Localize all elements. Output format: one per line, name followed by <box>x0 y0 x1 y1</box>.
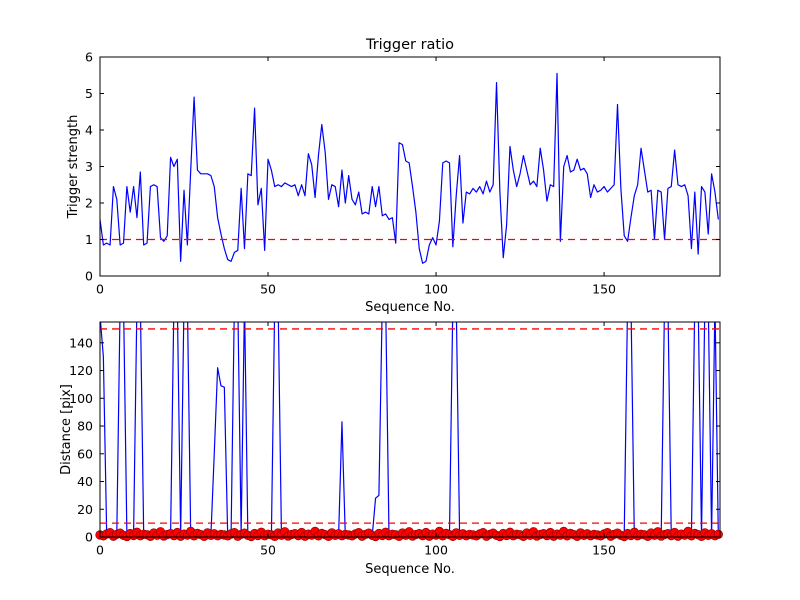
y-tick-label: 100 <box>69 391 93 406</box>
x-tick-label: 100 <box>424 543 448 558</box>
data-line-group <box>100 322 719 537</box>
x-tick-label: 0 <box>96 282 104 297</box>
data-line <box>100 72 719 264</box>
y-tick-label: 1 <box>85 232 93 247</box>
y-tick-label: 0 <box>85 269 93 284</box>
y-tick-label: 60 <box>77 446 93 461</box>
x-tick-label: 0 <box>96 543 104 558</box>
top-yaxis-label: Trigger strength <box>66 115 81 220</box>
bottom-yaxis-label: Distance [pix] <box>59 384 74 475</box>
y-tick-label: 80 <box>77 419 93 434</box>
y-tick-label: 120 <box>69 363 93 378</box>
top-xaxis-label: Sequence No. <box>365 300 455 315</box>
top-axes: 0 50 100 150 0 1 2 3 4 5 6 <box>85 50 721 297</box>
x-tick-label: 50 <box>260 282 276 297</box>
y-tick-label: 2 <box>85 196 93 211</box>
y-tick-label: 40 <box>77 474 93 489</box>
data-line <box>100 322 719 537</box>
y-tick-label: 6 <box>85 50 93 65</box>
y-tick-label: 20 <box>77 502 93 517</box>
bottom-xaxis-label: Sequence No. <box>365 562 455 577</box>
y-tick-label: 140 <box>69 335 93 350</box>
axes-frame <box>99 321 721 538</box>
x-tick-label: 150 <box>592 543 616 558</box>
scatter-group <box>95 526 723 542</box>
x-tick-label: 150 <box>592 282 616 297</box>
y-tick-label: 4 <box>85 123 93 138</box>
y-tick-label: 0 <box>85 530 93 545</box>
y-tick-label: 5 <box>85 86 93 101</box>
chart-title: Trigger ratio <box>365 37 454 53</box>
y-tick-label: 3 <box>85 159 93 174</box>
x-tick-label: 50 <box>260 543 276 558</box>
x-tick-label: 100 <box>424 282 448 297</box>
data-line-group <box>100 72 719 264</box>
bottom-axes: 0 50 100 150 0 20 40 60 80 100 120 140 <box>69 321 723 558</box>
